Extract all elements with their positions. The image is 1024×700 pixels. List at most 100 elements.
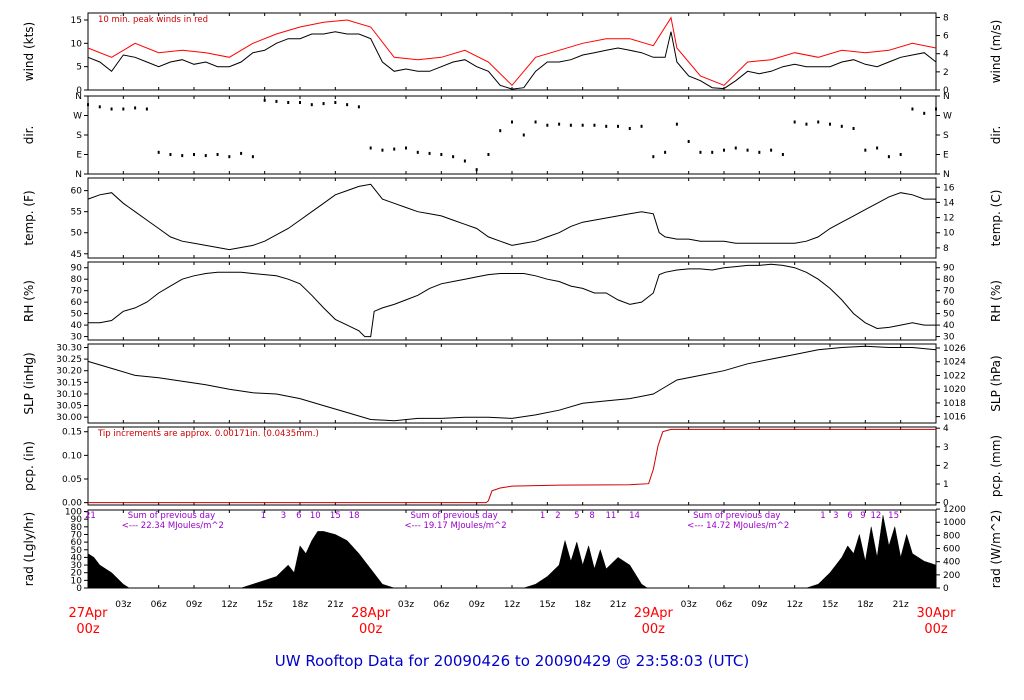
data-point xyxy=(605,124,608,128)
data-point xyxy=(746,148,749,152)
y-axis-label: dir. xyxy=(22,126,36,145)
data-point xyxy=(452,155,455,159)
day-sum-value: <--- 14.72 MJoules/m^2 xyxy=(687,521,789,531)
data-point xyxy=(204,154,207,158)
data-point xyxy=(935,107,937,111)
data-point xyxy=(263,98,266,102)
hour-mark: 1 xyxy=(820,511,825,521)
data-point xyxy=(216,153,219,156)
y-tick-label: 0.15 xyxy=(62,428,82,438)
y2-axis-label: RH (%) xyxy=(989,280,1003,322)
y-tick-label: 70 xyxy=(71,287,83,297)
hour-mark: 12 xyxy=(871,511,882,521)
data-point xyxy=(110,107,113,111)
data-point xyxy=(758,150,761,154)
x-tick-label: 03z xyxy=(398,600,414,610)
data-point xyxy=(346,103,349,107)
x-tick-label: 12z xyxy=(787,600,803,610)
y2-tick-label: 16 xyxy=(943,183,955,193)
y-tick-label: 15 xyxy=(71,16,82,26)
y2-tick-label: 800 xyxy=(943,531,960,541)
y-tick-label: 60 xyxy=(71,187,83,197)
panel-frame xyxy=(87,95,937,175)
series-rh xyxy=(88,263,936,338)
y2-tick-label: 1020 xyxy=(943,385,966,395)
y2-tick-label: 30 xyxy=(943,333,955,343)
y2-tick-label: 4 xyxy=(943,50,949,60)
y2-tick-label: 12 xyxy=(943,214,954,224)
y-tick-label: 70 xyxy=(71,530,83,540)
y2-tick-label: 1200 xyxy=(943,505,966,515)
day-label-hour: 00z xyxy=(359,622,383,637)
x-tick-label: 06z xyxy=(151,600,167,610)
series-radiation xyxy=(87,515,937,589)
panel-annotation: Tip increments are approx. 0.00171in. (0… xyxy=(97,429,319,439)
data-point xyxy=(793,120,796,124)
y-axis-label: rad (Lgly/hr) xyxy=(22,512,36,586)
y2-tick-label: 60 xyxy=(943,298,955,308)
day-sum-value: <--- 19.17 MJoules/m^2 xyxy=(404,521,506,531)
y2-tick-label: W xyxy=(943,112,952,122)
y-tick-label: 10 xyxy=(71,576,83,586)
x-tick-label: 15z xyxy=(539,600,555,610)
x-tick-label: 21z xyxy=(893,600,909,610)
x-tick-label: 09z xyxy=(751,600,767,610)
data-point xyxy=(852,127,855,130)
data-point xyxy=(393,147,396,151)
y-tick-label: 30.30 xyxy=(56,343,82,353)
y-tick-label: 50 xyxy=(71,310,83,320)
hour-mark: 10 xyxy=(310,511,321,521)
data-point xyxy=(840,124,843,128)
data-point xyxy=(734,146,737,150)
y-tick-label: 30.00 xyxy=(56,413,82,423)
data-point xyxy=(487,153,490,156)
y2-tick-label: 90 xyxy=(943,264,955,274)
y2-tick-label: 0 xyxy=(943,86,949,96)
data-point xyxy=(87,103,89,107)
y2-axis-label: SLP (hPa) xyxy=(989,355,1003,411)
hour-mark: 5 xyxy=(574,511,579,521)
hour-mark: 9 xyxy=(860,511,865,521)
data-point xyxy=(511,120,513,124)
day-sum-label: Sum of previous day xyxy=(410,511,497,521)
series-precip xyxy=(88,428,936,504)
y-tick-label: 30.15 xyxy=(56,378,82,388)
x-tick-label: 21z xyxy=(610,600,626,610)
y-tick-label: 80 xyxy=(71,523,83,533)
data-point xyxy=(911,107,914,111)
series-peak xyxy=(87,16,937,87)
data-point xyxy=(428,151,431,155)
data-point xyxy=(157,150,160,154)
data-point xyxy=(711,150,714,154)
y-tick-label: W xyxy=(73,112,82,122)
data-point xyxy=(240,151,243,155)
y2-tick-label: 1022 xyxy=(943,371,966,381)
data-point xyxy=(887,155,890,159)
y2-tick-label: 80 xyxy=(943,275,955,285)
hour-mark: 3 xyxy=(833,511,838,521)
panel-annotation: 10 min. peak winds in red xyxy=(98,15,208,25)
y-tick-label: 60 xyxy=(71,298,83,308)
data-point xyxy=(405,146,407,150)
data-point xyxy=(723,148,725,152)
y2-axis-label: pcp. (mm) xyxy=(989,435,1003,497)
data-point xyxy=(687,140,690,143)
data-point xyxy=(251,155,254,159)
data-point xyxy=(817,120,820,124)
data-point xyxy=(805,122,808,126)
day-label-hour: 00z xyxy=(924,622,948,637)
data-point xyxy=(416,150,419,154)
x-tick-label: 15z xyxy=(822,600,838,610)
data-point xyxy=(310,103,313,107)
data-point xyxy=(569,123,572,127)
panel-frame xyxy=(87,343,937,424)
data-point xyxy=(228,155,231,159)
y-axis-label: SLP (inHg) xyxy=(22,352,36,414)
y-tick-label: 0.00 xyxy=(62,499,82,509)
hour-mark: 1 xyxy=(261,511,266,521)
x-tick-label: 12z xyxy=(504,600,520,610)
y-tick-label: 40 xyxy=(71,321,83,331)
data-point xyxy=(287,101,290,104)
